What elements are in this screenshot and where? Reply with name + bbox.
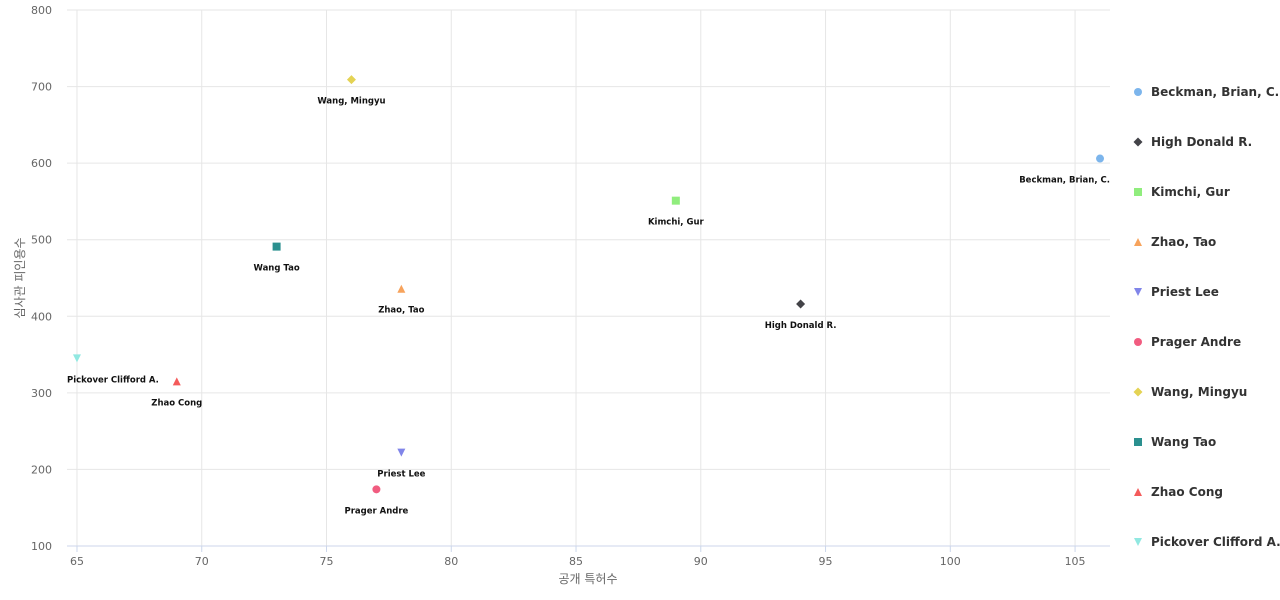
legend-item[interactable]: Wang Tao bbox=[1134, 435, 1216, 449]
x-tick-label: 105 bbox=[1065, 555, 1086, 568]
y-tick-label: 200 bbox=[31, 463, 52, 476]
legend-symbol bbox=[1133, 387, 1143, 397]
legend-symbol bbox=[1134, 488, 1142, 496]
x-tick-label: 70 bbox=[195, 555, 209, 568]
legend-label: Beckman, Brian, C. bbox=[1151, 85, 1279, 99]
x-tick-label: 100 bbox=[940, 555, 961, 568]
data-point bbox=[397, 448, 406, 457]
legend-item[interactable]: Pickover Clifford A. bbox=[1134, 535, 1280, 549]
legend-item[interactable]: Zhao, Tao bbox=[1134, 235, 1216, 249]
legend-item[interactable]: Prager Andre bbox=[1134, 335, 1241, 349]
x-tick-label: 65 bbox=[70, 555, 84, 568]
legend-label: High Donald R. bbox=[1151, 135, 1252, 149]
data-point bbox=[397, 284, 406, 293]
y-tick-label: 600 bbox=[31, 157, 52, 170]
legend-label: Zhao Cong bbox=[1151, 485, 1223, 499]
legend-label: Priest Lee bbox=[1151, 285, 1219, 299]
y-tick-label: 100 bbox=[31, 540, 52, 553]
data-point bbox=[346, 75, 356, 85]
legend-symbol bbox=[1134, 188, 1142, 196]
data-label: Kimchi, Gur bbox=[648, 218, 705, 228]
grid bbox=[67, 9, 1110, 552]
data-label: High Donald R. bbox=[765, 321, 837, 331]
data-label: Priest Lee bbox=[377, 470, 425, 480]
x-tick-label: 85 bbox=[569, 555, 583, 568]
y-tick-labels: 100 200 300 400 500 600 700 800 bbox=[31, 4, 52, 553]
data-point bbox=[671, 196, 680, 205]
data-label: Beckman, Brian, C. bbox=[1019, 176, 1110, 186]
data-label: Wang, Mingyu bbox=[317, 97, 385, 107]
data-labels: Beckman, Brian, C. High Donald R. Kimchi, … bbox=[67, 97, 1110, 517]
legend-item[interactable]: Kimchi, Gur bbox=[1134, 185, 1230, 199]
legend-symbol bbox=[1134, 88, 1142, 96]
data-label: Wang Tao bbox=[254, 264, 300, 274]
data-label: Zhao Cong bbox=[151, 398, 202, 408]
x-tick-label: 95 bbox=[819, 555, 833, 568]
data-label: Zhao, Tao bbox=[378, 306, 424, 316]
legend-symbol bbox=[1133, 137, 1143, 147]
y-tick-label: 500 bbox=[31, 234, 52, 247]
legend-label: Wang Tao bbox=[1151, 435, 1216, 449]
data-point bbox=[72, 354, 81, 363]
y-tick-label: 700 bbox=[31, 81, 52, 94]
data-points bbox=[72, 75, 1105, 494]
legend-label: Wang, Mingyu bbox=[1151, 385, 1247, 399]
data-point bbox=[372, 485, 381, 494]
legend-symbol bbox=[1134, 438, 1142, 446]
legend-symbol bbox=[1134, 538, 1142, 546]
x-tick-label: 90 bbox=[694, 555, 708, 568]
y-axis-title: 심사관 피인용수 bbox=[13, 237, 27, 318]
legend-label: Pickover Clifford A. bbox=[1151, 535, 1280, 549]
data-point bbox=[1096, 154, 1105, 163]
legend-symbol bbox=[1134, 338, 1142, 346]
legend: Beckman, Brian, C. High Donald R. Kimchi, … bbox=[1133, 85, 1280, 549]
legend-item[interactable]: Beckman, Brian, C. bbox=[1134, 85, 1279, 99]
legend-label: Kimchi, Gur bbox=[1151, 185, 1230, 199]
legend-label: Zhao, Tao bbox=[1151, 235, 1216, 249]
legend-symbol bbox=[1134, 288, 1142, 296]
legend-item[interactable]: Zhao Cong bbox=[1134, 485, 1223, 499]
y-tick-label: 300 bbox=[31, 387, 52, 400]
data-point bbox=[272, 242, 281, 251]
legend-item[interactable]: Priest Lee bbox=[1134, 285, 1219, 299]
x-axis-title: 공개 특허수 bbox=[558, 572, 617, 586]
data-label: Prager Andre bbox=[344, 506, 408, 516]
legend-item[interactable]: High Donald R. bbox=[1133, 135, 1253, 149]
data-point bbox=[796, 299, 806, 309]
x-tick-label: 80 bbox=[444, 555, 458, 568]
x-tick-labels: 65 70 75 80 85 90 95 100 105 bbox=[70, 555, 1086, 568]
x-tick-label: 75 bbox=[320, 555, 334, 568]
data-label: Pickover Clifford A. bbox=[67, 375, 159, 385]
legend-label: Prager Andre bbox=[1151, 335, 1241, 349]
legend-item[interactable]: Wang, Mingyu bbox=[1133, 385, 1248, 399]
y-tick-label: 800 bbox=[31, 4, 52, 17]
data-point bbox=[172, 377, 181, 386]
y-tick-label: 400 bbox=[31, 310, 52, 323]
legend-symbol bbox=[1134, 238, 1142, 246]
